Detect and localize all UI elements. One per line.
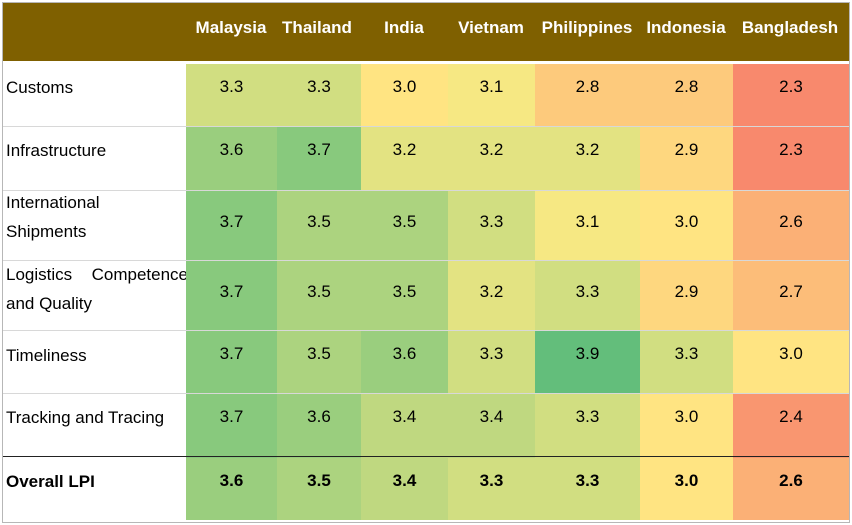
cell-overall-lpi-bangladesh: 2.6	[733, 458, 849, 520]
cell-tracking-and-tracing-bangladesh: 2.4	[733, 394, 849, 458]
row-label-logistics-competence-and-quality: Logistics Competence and Quality	[6, 265, 188, 313]
cell-international-shipments-india: 3.5	[361, 191, 448, 261]
cell-timeliness-indonesia: 3.3	[640, 331, 733, 394]
cell-international-shipments-malaysia: 3.7	[186, 191, 277, 261]
cell-customs-bangladesh: 2.3	[733, 64, 849, 127]
row-label-infrastructure: Infrastructure	[6, 141, 107, 160]
row-separator	[3, 330, 849, 331]
cell-logistics-competence-and-quality-bangladesh: 2.7	[733, 261, 849, 331]
cell-logistics-competence-and-quality-thailand: 3.5	[277, 261, 361, 331]
cell-tracking-and-tracing-vietnam: 3.4	[448, 394, 535, 458]
cell-tracking-and-tracing-philippines: 3.3	[535, 394, 640, 458]
column-header-thailand: Thailand	[282, 18, 352, 37]
cell-logistics-competence-and-quality-indonesia: 2.9	[640, 261, 733, 331]
cell-logistics-competence-and-quality-malaysia: 3.7	[186, 261, 277, 331]
cell-international-shipments-bangladesh: 2.6	[733, 191, 849, 261]
cell-timeliness-india: 3.6	[361, 331, 448, 394]
cell-international-shipments-thailand: 3.5	[277, 191, 361, 261]
cell-international-shipments-philippines: 3.1	[535, 191, 640, 261]
cell-logistics-competence-and-quality-philippines: 3.3	[535, 261, 640, 331]
row-separator	[3, 260, 849, 261]
cell-infrastructure-malaysia: 3.6	[186, 127, 277, 191]
cell-tracking-and-tracing-indonesia: 3.0	[640, 394, 733, 458]
row-separator	[3, 190, 849, 191]
cell-timeliness-thailand: 3.5	[277, 331, 361, 394]
cell-timeliness-vietnam: 3.3	[448, 331, 535, 394]
cell-timeliness-bangladesh: 3.0	[733, 331, 849, 394]
cell-infrastructure-philippines: 3.2	[535, 127, 640, 191]
total-row-divider	[3, 456, 849, 457]
column-header-indonesia: Indonesia	[646, 18, 726, 37]
cell-timeliness-philippines: 3.9	[535, 331, 640, 394]
column-header-bangladesh: Bangladesh	[741, 18, 839, 37]
cell-customs-malaysia: 3.3	[186, 64, 277, 127]
cell-logistics-competence-and-quality-india: 3.5	[361, 261, 448, 331]
cell-overall-lpi-india: 3.4	[361, 458, 448, 520]
cell-customs-india: 3.0	[361, 64, 448, 127]
column-header-india: India	[384, 18, 424, 37]
cell-infrastructure-thailand: 3.7	[277, 127, 361, 191]
cell-infrastructure-indonesia: 2.9	[640, 127, 733, 191]
cell-infrastructure-india: 3.2	[361, 127, 448, 191]
column-header-philippines: Philippines	[541, 18, 633, 37]
row-separator	[3, 126, 849, 127]
row-label-customs: Customs	[6, 78, 74, 97]
cell-customs-philippines: 2.8	[535, 64, 640, 127]
row-label-overall-lpi: Overall LPI	[6, 472, 95, 491]
cell-customs-indonesia: 2.8	[640, 64, 733, 127]
cell-infrastructure-vietnam: 3.2	[448, 127, 535, 191]
row-separator	[3, 393, 849, 394]
row-label-tracking-and-tracing: Tracking and Tracing	[6, 408, 165, 427]
row-label-international-shipments: International Shipments	[6, 193, 100, 241]
cell-overall-lpi-philippines: 3.3	[535, 458, 640, 520]
cell-tracking-and-tracing-india: 3.4	[361, 394, 448, 458]
cell-overall-lpi-thailand: 3.5	[277, 458, 361, 520]
column-header-malaysia: Malaysia	[195, 18, 267, 37]
cell-overall-lpi-malaysia: 3.6	[186, 458, 277, 520]
cell-overall-lpi-indonesia: 3.0	[640, 458, 733, 520]
cell-customs-vietnam: 3.1	[448, 64, 535, 127]
cell-infrastructure-bangladesh: 2.3	[733, 127, 849, 191]
cell-logistics-competence-and-quality-vietnam: 3.2	[448, 261, 535, 331]
cell-timeliness-malaysia: 3.7	[186, 331, 277, 394]
cell-international-shipments-indonesia: 3.0	[640, 191, 733, 261]
cell-overall-lpi-vietnam: 3.3	[448, 458, 535, 520]
column-header-vietnam: Vietnam	[458, 18, 524, 37]
cell-tracking-and-tracing-malaysia: 3.7	[186, 394, 277, 458]
cell-customs-thailand: 3.3	[277, 64, 361, 127]
cell-tracking-and-tracing-thailand: 3.6	[277, 394, 361, 458]
cell-international-shipments-vietnam: 3.3	[448, 191, 535, 261]
row-label-timeliness: Timeliness	[6, 346, 87, 365]
header-bar	[3, 3, 849, 61]
